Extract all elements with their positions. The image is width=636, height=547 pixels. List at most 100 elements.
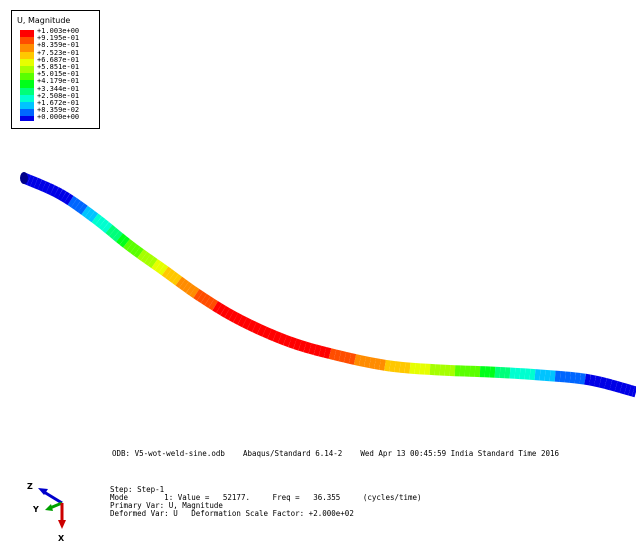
legend-swatch bbox=[20, 80, 34, 88]
beam-segment bbox=[343, 351, 352, 364]
beam-segment bbox=[298, 340, 307, 353]
beam-segment bbox=[81, 205, 92, 218]
beam-segment bbox=[84, 208, 95, 220]
legend-value: +2.508e-01 bbox=[37, 91, 80, 100]
beam-segment bbox=[158, 264, 169, 276]
beam-segment bbox=[165, 269, 176, 281]
legend-value: +0.000e+00 bbox=[37, 113, 80, 122]
beam-segment bbox=[185, 284, 196, 296]
beam-segment bbox=[277, 333, 287, 346]
legend-value: +8.359e-01 bbox=[37, 41, 80, 50]
beam-segment bbox=[123, 238, 134, 251]
beam-segment bbox=[267, 328, 277, 342]
beam-segment bbox=[95, 216, 106, 228]
beam-segment bbox=[624, 383, 632, 396]
beam-segment bbox=[628, 384, 635, 397]
beam-segment bbox=[178, 279, 189, 291]
beam-segment bbox=[614, 381, 623, 394]
beam-segment bbox=[588, 374, 597, 387]
legend-swatch bbox=[20, 30, 34, 38]
legend-value: +5.851e-01 bbox=[37, 63, 80, 71]
primary-var: Primary Var: U, Magnitude bbox=[110, 501, 223, 510]
beam-segment bbox=[49, 185, 59, 197]
step-label: Step: Step-1 bbox=[110, 485, 165, 494]
beam-segment bbox=[323, 347, 332, 359]
legend-value: +3.344e-01 bbox=[37, 84, 80, 93]
beam-segment bbox=[168, 271, 179, 283]
beam-segment bbox=[224, 308, 234, 321]
beam-segment bbox=[353, 354, 362, 366]
legend-swatch bbox=[20, 73, 34, 81]
beam-segment bbox=[175, 276, 186, 288]
beam-segment bbox=[308, 343, 317, 356]
legend-swatch bbox=[20, 58, 34, 66]
beam-segment bbox=[246, 319, 257, 332]
beam-segment bbox=[348, 352, 357, 365]
beam-segment bbox=[41, 181, 51, 194]
y-arrow-icon bbox=[45, 504, 53, 511]
legend-swatch bbox=[20, 116, 34, 122]
beam-segment bbox=[262, 326, 272, 339]
beam-segment bbox=[98, 219, 109, 231]
legend-value: +1.003e+00 bbox=[37, 27, 80, 35]
legend-value: +1.672e-01 bbox=[37, 99, 80, 107]
beam-segment bbox=[109, 227, 120, 240]
beam-segment bbox=[609, 379, 618, 392]
beam-segment bbox=[154, 261, 165, 274]
legend-value: +7.523e-01 bbox=[37, 48, 80, 57]
beam-segment bbox=[105, 224, 116, 237]
legend-swatch bbox=[20, 44, 34, 52]
beam-segment bbox=[130, 244, 141, 256]
beam-segment bbox=[116, 233, 127, 245]
legend-swatch bbox=[20, 51, 34, 59]
legend-swatch bbox=[20, 109, 34, 117]
beam-segment bbox=[579, 373, 586, 385]
beam-segment bbox=[283, 334, 292, 348]
legend-value: +9.195e-01 bbox=[37, 34, 80, 43]
beam-segment bbox=[208, 298, 219, 311]
beam-segment bbox=[45, 183, 55, 196]
legend-value: +4.179e-01 bbox=[37, 77, 80, 86]
beam-segment bbox=[70, 198, 81, 210]
beam-segment bbox=[144, 254, 155, 266]
beam-segment bbox=[389, 360, 396, 373]
beam-segment bbox=[228, 310, 239, 323]
beam-segment bbox=[251, 322, 262, 335]
z-arrow-icon bbox=[38, 488, 48, 495]
z-axis-label: Z bbox=[27, 482, 33, 491]
y-axis-icon bbox=[49, 501, 63, 510]
mode-info: Mode 1: Value = 52177. Freq = 36.355 (cy… bbox=[110, 493, 422, 502]
beam-segment bbox=[88, 210, 99, 223]
beam-segment bbox=[272, 330, 282, 344]
beam-segment bbox=[574, 372, 581, 384]
beam-segment bbox=[172, 274, 183, 286]
beam-segment bbox=[102, 221, 113, 234]
beam-end-cap bbox=[20, 172, 28, 184]
beam-segment bbox=[318, 345, 327, 358]
beam-segment bbox=[126, 241, 137, 254]
beam-segment bbox=[67, 195, 78, 208]
beam-segment bbox=[30, 176, 38, 188]
beam-segment bbox=[242, 317, 252, 330]
beam-segment bbox=[584, 373, 591, 386]
x-axis-label: X bbox=[58, 534, 65, 543]
beam-segment bbox=[619, 382, 628, 395]
legend-swatch bbox=[20, 37, 34, 45]
beam-segment bbox=[313, 344, 322, 357]
beam-segment bbox=[74, 200, 85, 213]
beam-segment bbox=[374, 358, 381, 370]
beam-segment bbox=[64, 193, 74, 206]
beam-segment bbox=[358, 355, 367, 368]
beam-segment bbox=[220, 305, 230, 318]
beam-segment bbox=[147, 256, 158, 269]
beam-segment bbox=[112, 230, 123, 242]
beam-segment bbox=[593, 375, 602, 388]
beam-segment bbox=[137, 249, 148, 261]
beam-segment bbox=[293, 338, 302, 351]
deformed-var: Deformed Var: U Deformation Scale Factor… bbox=[110, 509, 354, 518]
beam-segment bbox=[119, 236, 130, 248]
beam-segment bbox=[77, 203, 88, 215]
beam-segment bbox=[212, 301, 222, 313]
